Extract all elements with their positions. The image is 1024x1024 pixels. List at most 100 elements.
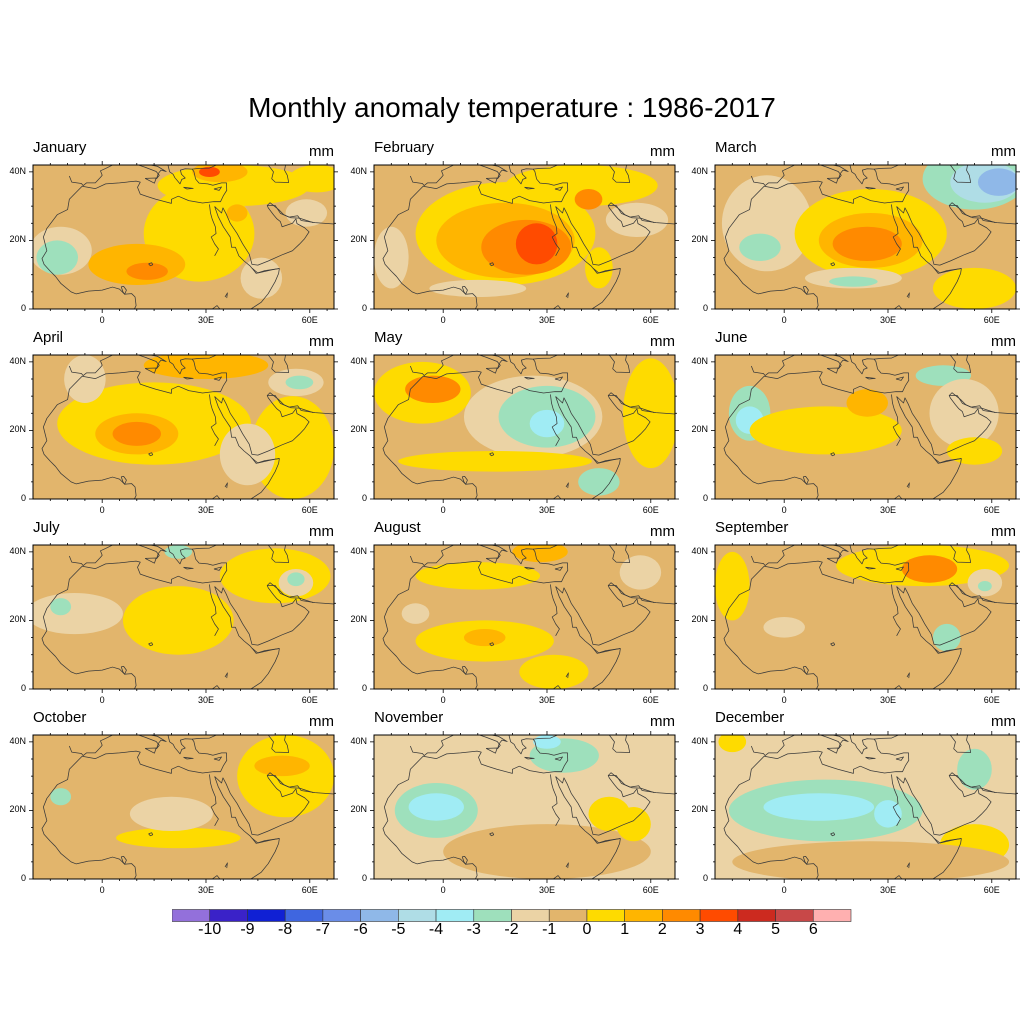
anomaly-region bbox=[715, 551, 750, 621]
y-tick-label: 40N bbox=[350, 735, 367, 746]
panel-units: mm bbox=[650, 143, 675, 160]
y-tick-label: 20N bbox=[9, 804, 26, 815]
panel-units: mm bbox=[309, 713, 334, 730]
x-tick-label: 60E bbox=[642, 315, 659, 325]
map-plot bbox=[711, 541, 1020, 693]
colorbar-box bbox=[247, 909, 286, 922]
map-frame bbox=[714, 354, 1017, 500]
anomaly-region bbox=[126, 262, 168, 280]
map-frame bbox=[373, 354, 676, 500]
x-tick-label: 30E bbox=[879, 315, 896, 325]
y-tick-label: 0 bbox=[20, 303, 26, 313]
anomaly-region bbox=[616, 807, 651, 842]
chart-title: Monthly anomaly temperature : 1986-2017 bbox=[248, 92, 776, 123]
colorbar-box bbox=[586, 909, 625, 922]
colorbar-label: -10 bbox=[198, 921, 222, 938]
anomaly-region bbox=[285, 199, 328, 227]
y-tick-label: 0 bbox=[20, 493, 26, 503]
anomaly-region bbox=[463, 629, 506, 647]
anomaly-region bbox=[574, 189, 603, 210]
x-tick-label: 60E bbox=[301, 885, 318, 895]
anomaly-region bbox=[116, 827, 241, 849]
colorbar-label: 0 bbox=[582, 921, 592, 938]
anomaly-region bbox=[515, 223, 558, 265]
colorbar-label: -8 bbox=[278, 921, 293, 938]
anomaly-region bbox=[749, 406, 902, 455]
panel-units: mm bbox=[650, 713, 675, 730]
y-tick-label: 0 bbox=[702, 683, 708, 693]
x-tick-label: 30E bbox=[879, 505, 896, 515]
anomaly-region bbox=[763, 793, 875, 821]
anomaly-region bbox=[585, 247, 613, 289]
anomaly-region bbox=[374, 226, 409, 289]
panel-units: mm bbox=[991, 333, 1016, 350]
y-tick-label: 0 bbox=[361, 303, 367, 313]
panel-title: November bbox=[374, 709, 444, 726]
y-tick-label: 40N bbox=[691, 355, 708, 366]
panel-title: April bbox=[33, 329, 64, 346]
panel-march: March mm 0 20N 40N 0 30E 60E bbox=[682, 135, 1024, 325]
colorbar-label: -1 bbox=[542, 921, 557, 938]
colorbar-label: -6 bbox=[353, 921, 368, 938]
anomaly-region bbox=[398, 451, 592, 472]
colorbar-box bbox=[398, 909, 437, 922]
map-plot bbox=[29, 541, 338, 693]
anomaly-region bbox=[718, 735, 747, 753]
anomaly-region bbox=[578, 468, 620, 496]
colorbar-box bbox=[473, 909, 512, 922]
map-frame bbox=[32, 164, 335, 310]
panel-april: April mm 0 20N 40N 0 30E 60E bbox=[0, 325, 345, 515]
anomaly-region bbox=[763, 617, 805, 638]
y-tick-label: 0 bbox=[702, 303, 708, 313]
map-plot bbox=[370, 351, 679, 503]
anomaly-region bbox=[122, 586, 234, 655]
y-tick-label: 20N bbox=[350, 614, 367, 625]
colorbar-box bbox=[548, 909, 588, 922]
panel-july: July mm 0 20N 40N 0 30E 60E bbox=[0, 515, 345, 705]
panel-units: mm bbox=[991, 523, 1016, 540]
x-tick-label: 60E bbox=[301, 315, 318, 325]
y-tick-label: 40N bbox=[350, 545, 367, 556]
y-tick-label: 0 bbox=[361, 873, 367, 883]
colorbar-box bbox=[662, 909, 701, 922]
anomaly-region bbox=[50, 788, 72, 806]
x-tick-label: 60E bbox=[983, 505, 1000, 515]
map-plot bbox=[370, 161, 679, 313]
anomaly-region bbox=[287, 572, 305, 587]
anomaly-region bbox=[405, 375, 461, 403]
panel-title: July bbox=[33, 519, 60, 536]
x-tick-label: 0 bbox=[440, 315, 446, 325]
anomaly-region bbox=[874, 800, 902, 828]
colorbar-box bbox=[360, 909, 399, 922]
x-tick-label: 30E bbox=[538, 505, 555, 515]
anomaly-region bbox=[254, 755, 310, 777]
y-tick-label: 40N bbox=[9, 355, 26, 366]
panel-units: mm bbox=[309, 143, 334, 160]
colorbar bbox=[172, 909, 852, 922]
colorbar-box bbox=[699, 909, 739, 922]
x-tick-label: 60E bbox=[983, 315, 1000, 325]
map-frame bbox=[32, 354, 335, 500]
anomaly-region bbox=[977, 168, 1016, 196]
anomaly-region bbox=[977, 581, 992, 592]
anomaly-region bbox=[285, 375, 314, 390]
panel-units: mm bbox=[650, 333, 675, 350]
y-tick-label: 20N bbox=[691, 234, 708, 245]
panel-title: June bbox=[715, 329, 748, 346]
x-tick-label: 0 bbox=[99, 315, 105, 325]
x-tick-label: 0 bbox=[440, 505, 446, 515]
x-tick-label: 0 bbox=[440, 695, 446, 705]
map-plot bbox=[29, 161, 338, 313]
x-tick-label: 30E bbox=[197, 695, 214, 705]
map-frame bbox=[373, 734, 676, 880]
panel-units: mm bbox=[650, 523, 675, 540]
panel-title: February bbox=[374, 139, 435, 156]
y-tick-label: 20N bbox=[350, 804, 367, 815]
colorbar-label: -2 bbox=[504, 921, 519, 938]
anomaly-region bbox=[240, 257, 283, 299]
anomaly-region bbox=[219, 423, 276, 486]
anomaly-region bbox=[505, 165, 658, 207]
anomaly-region bbox=[619, 555, 662, 590]
anomaly-region bbox=[946, 437, 1003, 465]
colorbar-box bbox=[284, 909, 324, 922]
